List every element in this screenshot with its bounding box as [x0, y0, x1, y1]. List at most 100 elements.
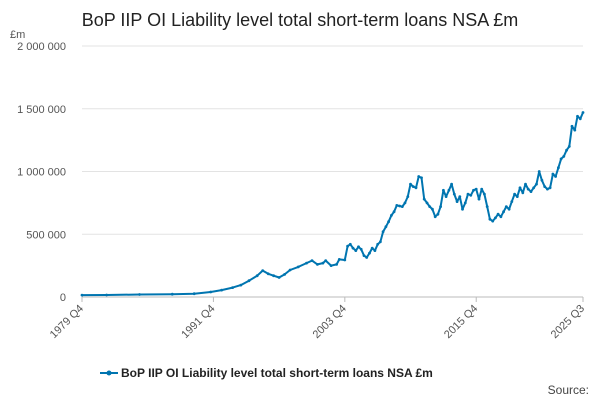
data-point[interactable] [433, 215, 437, 219]
data-point[interactable] [379, 240, 382, 244]
data-point[interactable] [296, 265, 300, 269]
data-point[interactable] [546, 187, 549, 191]
data-point[interactable] [365, 256, 369, 259]
data-point[interactable] [373, 249, 377, 253]
data-point[interactable] [283, 273, 286, 276]
data-point[interactable] [447, 188, 451, 192]
data-point[interactable] [417, 175, 421, 178]
data-point[interactable] [529, 190, 533, 194]
data-point[interactable] [310, 259, 314, 262]
data-point[interactable] [209, 290, 213, 294]
data-point[interactable] [316, 263, 319, 266]
data-point[interactable] [398, 204, 401, 208]
data-point[interactable] [422, 197, 426, 201]
data-point[interactable] [554, 175, 557, 178]
data-point[interactable] [384, 225, 388, 229]
data-point[interactable] [392, 210, 396, 214]
data-point[interactable] [359, 247, 363, 251]
data-point[interactable] [463, 201, 467, 205]
data-point[interactable] [507, 207, 511, 211]
data-point[interactable] [502, 210, 505, 214]
data-point[interactable] [247, 279, 251, 283]
data-point[interactable] [354, 249, 358, 253]
data-point[interactable] [488, 217, 492, 221]
data-point[interactable] [469, 193, 473, 197]
data-point[interactable] [80, 293, 84, 297]
data-point[interactable] [540, 178, 544, 182]
data-point[interactable] [535, 182, 538, 186]
data-point[interactable] [387, 220, 390, 224]
data-point[interactable] [576, 114, 579, 118]
data-point[interactable] [570, 124, 574, 128]
data-point[interactable] [357, 245, 360, 249]
data-point[interactable] [368, 251, 371, 255]
data-point[interactable] [138, 293, 141, 296]
data-point[interactable] [551, 172, 555, 176]
data-point[interactable] [431, 207, 434, 211]
data-point[interactable] [335, 263, 338, 266]
data-point[interactable] [348, 242, 352, 246]
data-point[interactable] [458, 195, 462, 199]
data-point[interactable] [578, 117, 582, 121]
data-point[interactable] [381, 230, 385, 234]
data-point[interactable] [548, 186, 552, 190]
data-point[interactable] [370, 246, 374, 250]
data-point[interactable] [444, 195, 448, 199]
data-point[interactable] [573, 128, 577, 132]
data-point[interactable] [411, 185, 415, 189]
data-point[interactable] [439, 205, 442, 209]
data-point[interactable] [403, 201, 407, 205]
data-point[interactable] [504, 205, 508, 209]
data-point[interactable] [261, 269, 265, 272]
data-point[interactable] [494, 216, 497, 220]
data-point[interactable] [231, 286, 235, 289]
data-point[interactable] [491, 219, 495, 223]
data-point[interactable] [510, 200, 514, 204]
data-point[interactable] [518, 186, 522, 190]
data-point[interactable] [425, 201, 429, 205]
data-point[interactable] [220, 288, 224, 292]
data-point[interactable] [485, 205, 489, 209]
data-point[interactable] [559, 157, 563, 161]
data-point[interactable] [346, 244, 349, 248]
data-point[interactable] [496, 212, 500, 216]
legend[interactable]: BoP IIP OI Liability level total short-t… [100, 366, 433, 380]
data-point[interactable] [428, 205, 432, 209]
data-point[interactable] [409, 182, 412, 186]
data-point[interactable] [362, 254, 366, 257]
data-point[interactable] [255, 274, 259, 278]
data-point[interactable] [526, 187, 530, 191]
data-point[interactable] [436, 212, 440, 216]
data-point[interactable] [376, 242, 380, 246]
data-point[interactable] [557, 166, 560, 170]
data-point[interactable] [565, 148, 568, 152]
data-point[interactable] [324, 259, 328, 262]
data-point[interactable] [288, 268, 292, 272]
data-point[interactable] [266, 272, 270, 276]
data-point[interactable] [272, 274, 275, 278]
data-point[interactable] [406, 195, 410, 199]
data-point[interactable] [480, 187, 484, 191]
data-point[interactable] [472, 188, 475, 192]
data-point[interactable] [395, 204, 399, 207]
data-point[interactable] [452, 192, 456, 196]
data-point[interactable] [483, 192, 486, 196]
data-point[interactable] [277, 276, 281, 279]
data-point[interactable] [192, 292, 196, 296]
data-point[interactable] [521, 191, 525, 195]
data-point[interactable] [351, 246, 355, 250]
data-point[interactable] [562, 155, 566, 158]
data-point[interactable] [420, 176, 423, 180]
data-point[interactable] [474, 187, 478, 191]
data-point[interactable] [239, 283, 243, 287]
data-point[interactable] [343, 258, 347, 262]
data-point[interactable] [455, 200, 459, 204]
data-point[interactable] [466, 192, 470, 196]
data-point[interactable] [461, 207, 464, 211]
data-point[interactable] [515, 195, 519, 199]
data-point[interactable] [524, 182, 527, 186]
data-point[interactable] [537, 170, 541, 173]
data-point[interactable] [442, 188, 445, 192]
data-point[interactable] [337, 258, 341, 261]
data-point[interactable] [581, 111, 585, 114]
